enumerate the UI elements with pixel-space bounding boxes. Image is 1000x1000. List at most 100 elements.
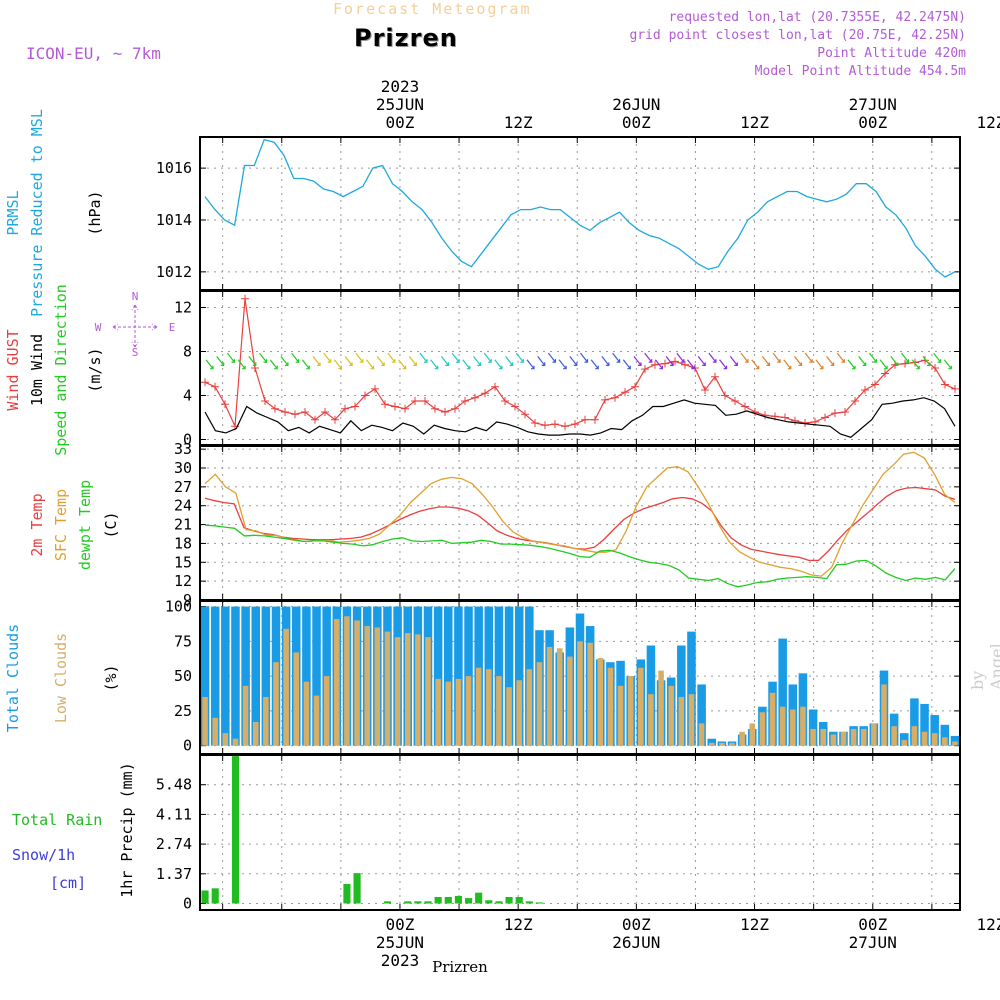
- wind-arrow: [858, 356, 867, 366]
- y-tick-label: 1014: [156, 211, 192, 229]
- gust-marker: [241, 294, 249, 303]
- pressure-axis-label: (hPa): [86, 190, 104, 235]
- low-cloud-bar: [425, 637, 431, 746]
- low-cloud-bar: [445, 681, 452, 746]
- wind-panel: 0 4 8 12: [174, 291, 960, 449]
- low-cloud-bar: [283, 628, 289, 746]
- wind-arrow: [580, 352, 589, 363]
- top-time-label: 25JUN: [376, 95, 424, 114]
- low-cloud-bar: [587, 642, 593, 746]
- gust-marker: [621, 388, 629, 397]
- total-rain-label: Total Rain: [12, 811, 102, 829]
- top-time-label: 2023: [381, 77, 420, 96]
- low-cloud-bar: [850, 728, 857, 746]
- rain-bar: [454, 895, 462, 904]
- model-label: ICON-EU, ~ 7km: [26, 44, 161, 63]
- y-tick-label: 18: [174, 534, 192, 552]
- rain-bar: [404, 901, 412, 904]
- low-cloud-bar: [394, 637, 401, 746]
- gust-marker: [501, 397, 509, 405]
- wind-arrow: [708, 352, 717, 363]
- low-cloud-bar: [840, 731, 847, 746]
- total-cloud-bar: [221, 606, 230, 746]
- bottom-time-label: 2023: [381, 951, 420, 970]
- y-tick-label: 30: [174, 459, 192, 477]
- wind-arrow: [344, 356, 353, 366]
- gust-marker: [521, 410, 529, 419]
- gust-marker: [821, 413, 829, 422]
- total-cloud-bar: [514, 606, 524, 746]
- gust-marker: [641, 365, 649, 374]
- compass-e: E: [169, 321, 176, 334]
- wind-arrow: [911, 359, 920, 370]
- y-tick-label: 1.37: [156, 865, 192, 883]
- rain-bar: [495, 901, 503, 904]
- gust-marker: [941, 380, 949, 389]
- wind-arrow: [355, 352, 364, 363]
- wind-arrow: [601, 356, 610, 366]
- wind-arrow: [430, 359, 439, 370]
- gust-marker: [661, 359, 669, 368]
- gust-marker: [881, 369, 889, 378]
- low-cloud-bar: [719, 742, 725, 746]
- y-tick-label: 33: [174, 440, 192, 458]
- compass-arrows: [112, 304, 158, 348]
- wind-arrow: [687, 359, 696, 370]
- gust-marker: [781, 413, 789, 422]
- total-cloud-bar: [910, 698, 919, 746]
- low-cloud-bar: [678, 696, 685, 746]
- cloud-axis-label: Total Clouds: [4, 624, 22, 732]
- low-cloud-bar: [546, 646, 553, 746]
- low-cloud-bar: [364, 626, 370, 746]
- low-cloud-bar: [871, 723, 877, 746]
- temp-axis-label: dewpt Temp: [76, 480, 94, 570]
- low-cloud-bar: [749, 723, 756, 746]
- pressure-panel: 1012 1014 1016: [156, 137, 960, 290]
- wind-arrow: [922, 356, 931, 366]
- gust-marker: [791, 416, 799, 425]
- y-tick-label: 24: [174, 497, 192, 515]
- model-altitude: Model Point Altitude 454.5m: [754, 64, 966, 79]
- bottom-time-label: 00Z: [622, 915, 651, 934]
- gust-marker: [901, 359, 909, 368]
- temp-axis-label: (C): [102, 511, 120, 538]
- pressure-axis-label: PRMSL: [4, 190, 22, 235]
- wind-arrow: [269, 359, 278, 370]
- low-cloud-bar: [384, 631, 391, 746]
- wind-arrow: [462, 359, 471, 370]
- pressure-frame: [199, 136, 961, 291]
- gust-marker: [751, 408, 759, 416]
- snow-unit-label: [cm]: [50, 874, 86, 892]
- compass-rose: N S W E: [95, 290, 176, 359]
- temp-axis-label: 2m Temp: [28, 493, 46, 556]
- low-cloud-bar: [698, 723, 705, 746]
- total-cloud-bar: [200, 606, 210, 746]
- y-tick-label: 1012: [156, 263, 192, 281]
- wind-arrow: [654, 359, 663, 370]
- clouds-panel: 0 25 50 75 100: [165, 598, 960, 755]
- gust-marker: [221, 400, 229, 409]
- low-cloud-bar: [354, 620, 360, 746]
- rain-bar: [475, 892, 483, 904]
- precip-frame: [199, 754, 961, 911]
- y-tick-label: 27: [174, 478, 192, 496]
- rain-bar: [464, 898, 473, 904]
- wind-arrow: [633, 356, 642, 366]
- wind-arrow: [783, 359, 792, 370]
- gust-marker: [471, 393, 479, 402]
- low-cloud-bar: [708, 742, 715, 746]
- wind-arrow: [622, 359, 631, 370]
- wind-arrow: [697, 356, 706, 366]
- low-cloud-bar: [202, 696, 208, 746]
- bottom-time-label: 12Z: [504, 915, 533, 934]
- low-cloud-bar: [212, 717, 218, 746]
- total-cloud-bar: [302, 606, 311, 746]
- wind-arrow: [729, 356, 738, 366]
- gust-marker: [301, 408, 309, 416]
- wind-arrow: [644, 352, 653, 363]
- gust-marker: [871, 380, 879, 389]
- low-cloud-bar: [942, 737, 948, 746]
- gust-marker: [681, 360, 689, 369]
- wind-arrow: [676, 352, 685, 363]
- wind-arrow: [226, 352, 235, 363]
